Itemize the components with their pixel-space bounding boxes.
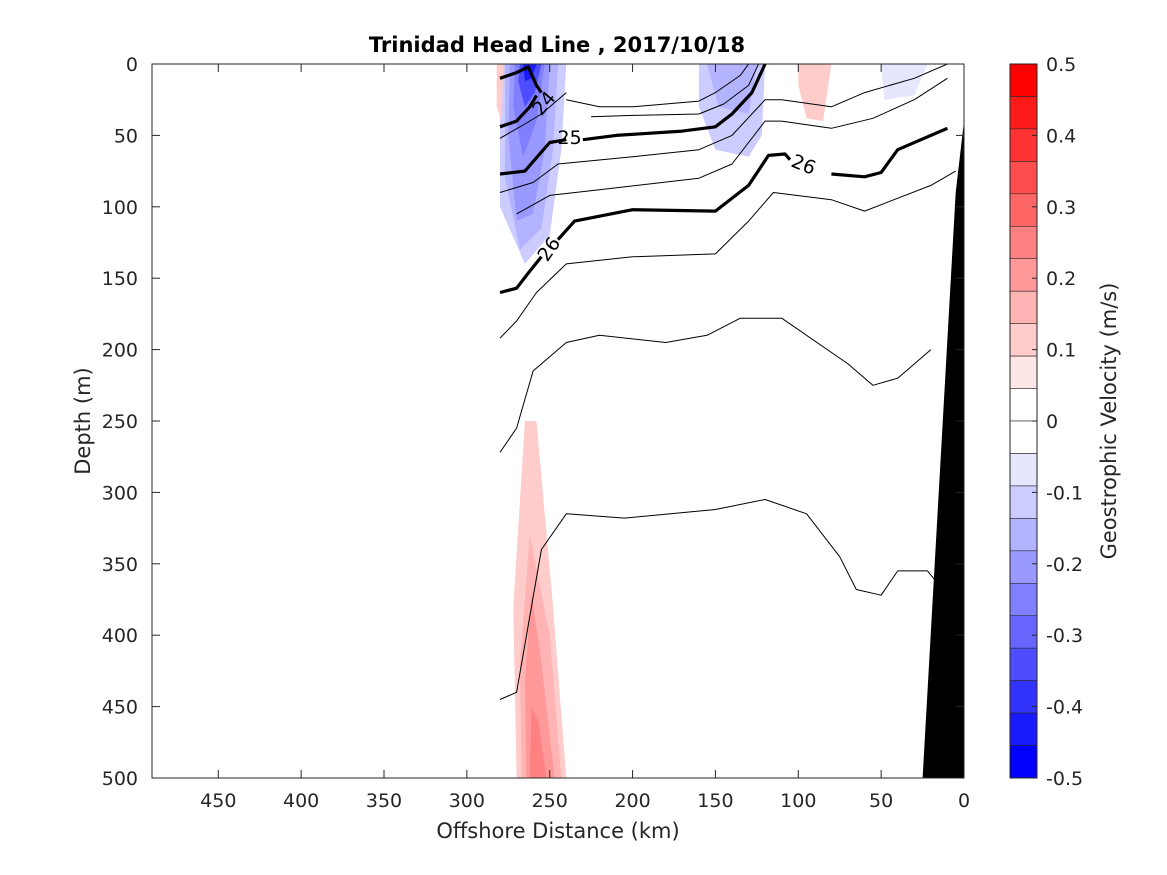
colorbar-swatch <box>1009 290 1038 325</box>
colorbar-swatch <box>1009 63 1038 97</box>
colorbar-tick-label: -0.4 <box>1046 697 1083 719</box>
isopycnal-contour-bold <box>831 126 949 179</box>
colorbar-swatch <box>1009 388 1038 422</box>
isopycnal-contour <box>499 499 940 700</box>
colorbar-tick-label: -0.2 <box>1046 554 1083 576</box>
y-tick-label: 100 <box>102 197 138 219</box>
y-tick-label: 200 <box>102 340 138 362</box>
colorbar-ticks: 0.5 0.4 0.3 0.2 0.1 0 -0.1 -0.2 -0.3 -0.4 -0.5 <box>1032 54 1083 790</box>
x-axis-label: Offshore Distance (km) <box>436 819 679 843</box>
velocity-fill-layer <box>496 64 928 778</box>
colorbar-swatch <box>1009 96 1038 130</box>
colorbar-swatch <box>1009 582 1038 617</box>
colorbar-swatch <box>1009 355 1038 389</box>
y-tick-label: 350 <box>102 554 138 576</box>
colorbar-swatch <box>1009 226 1038 260</box>
colorbar-tick-label: 0.3 <box>1046 197 1076 219</box>
isopycnal-contour-layer <box>499 64 956 700</box>
colorbar-swatch <box>1009 161 1038 195</box>
velocity-patch <box>798 64 832 122</box>
isopycnal-contour <box>499 92 567 139</box>
y-axis-ticks: 0 50 100 150 200 250 300 350 400 450 500 <box>102 54 964 790</box>
x-tick-label: 400 <box>283 790 319 812</box>
colorbar: 0.5 0.4 0.3 0.2 0.1 0 -0.1 -0.2 -0.3 -0.4 -0.5 Geo… <box>1009 54 1121 790</box>
x-tick-label: 450 <box>200 790 236 812</box>
y-tick-label: 250 <box>102 411 138 433</box>
isopycnal-contour-bold <box>556 152 792 241</box>
x-tick-label: 250 <box>532 790 568 812</box>
colorbar-label: Geostrophic Velocity (m/s) <box>1097 283 1121 560</box>
y-tick-label: 0 <box>126 54 138 76</box>
isopycnal-contour-bold <box>499 138 567 176</box>
velocity-patch <box>881 64 928 100</box>
x-axis-ticks: 450 400 350 300 250 200 150 100 50 0 <box>200 64 970 812</box>
x-tick-label: 300 <box>449 790 485 812</box>
contour-label: 25 <box>558 127 582 149</box>
velocity-patch <box>518 64 542 107</box>
colorbar-swatch <box>1009 680 1038 714</box>
x-tick-label: 350 <box>366 790 402 812</box>
isopycnal-contour <box>499 64 948 193</box>
isopycnal-contour <box>566 64 750 108</box>
seafloor-land <box>922 64 964 778</box>
x-tick-label: 100 <box>780 790 816 812</box>
colorbar-swatch <box>1009 258 1038 292</box>
colorbar-swatch <box>1009 420 1038 454</box>
colorbar-tick-label: 0.4 <box>1046 125 1076 147</box>
colorbar-swatch <box>1009 745 1038 779</box>
x-tick-label: 50 <box>869 790 893 812</box>
chart-title: Trinidad Head Line , 2017/10/18 <box>369 33 745 57</box>
colorbar-swatch <box>1009 323 1038 357</box>
y-tick-label: 500 <box>102 768 138 790</box>
colorbar-swatch <box>1009 615 1038 649</box>
colorbar-swatch <box>1009 550 1038 584</box>
y-tick-label: 50 <box>114 125 138 147</box>
colorbar-tick-label: 0.1 <box>1046 340 1076 362</box>
x-tick-label: 0 <box>958 790 970 812</box>
isopycnal-contour-bold <box>499 65 543 94</box>
colorbar-tick-label: 0.2 <box>1046 268 1076 290</box>
isopycnal-contour-bold <box>499 255 543 295</box>
isopycnal-contour <box>499 317 932 453</box>
colorbar-swatch <box>1009 647 1038 682</box>
colorbar-tick-label: -0.1 <box>1046 482 1083 504</box>
land-layer <box>922 64 964 778</box>
colorbar-swatch <box>1009 128 1038 162</box>
colorbar-swatch <box>1009 193 1038 227</box>
y-tick-label: 450 <box>102 697 138 719</box>
isopycnal-contour <box>516 77 948 215</box>
colorbar-tick-label: 0 <box>1046 411 1058 433</box>
isopycnal-contour <box>591 64 759 118</box>
colorbar-swatch <box>1009 453 1038 487</box>
colorbar-swatch <box>1009 485 1038 519</box>
colorbar-tick-label: -0.3 <box>1046 625 1083 647</box>
x-tick-label: 200 <box>614 790 650 812</box>
isopycnal-contour-bold <box>499 94 538 129</box>
y-axis-label: Depth (m) <box>71 367 95 474</box>
isopycnal-contour-bold <box>582 64 767 142</box>
y-tick-label: 300 <box>102 482 138 504</box>
isopycnal-contour <box>499 170 956 339</box>
colorbar-tick-label: 0.5 <box>1046 54 1076 76</box>
x-tick-label: 150 <box>697 790 733 812</box>
colorbar-tick-label: -0.5 <box>1046 768 1083 790</box>
colorbar-swatch <box>1009 712 1038 746</box>
velocity-patch <box>529 706 547 778</box>
colorbar-swatch <box>1009 518 1038 552</box>
y-tick-label: 150 <box>102 268 138 290</box>
y-tick-label: 400 <box>102 625 138 647</box>
